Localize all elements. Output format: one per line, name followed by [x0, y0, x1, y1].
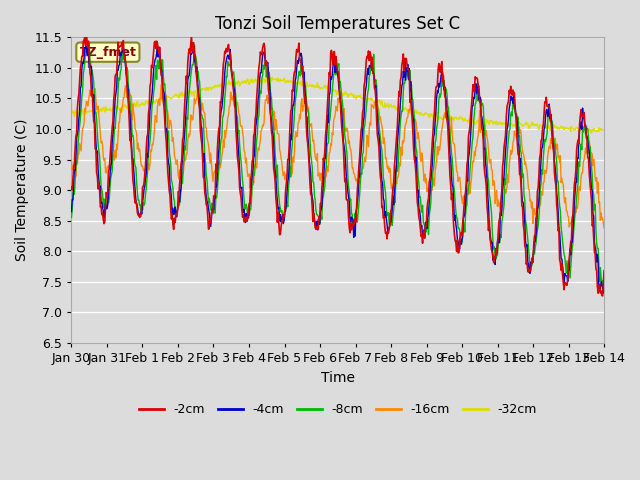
Title: Tonzi Soil Temperatures Set C: Tonzi Soil Temperatures Set C	[215, 15, 460, 33]
Y-axis label: Soil Temperature (C): Soil Temperature (C)	[15, 119, 29, 262]
Text: TZ_fmet: TZ_fmet	[79, 46, 136, 59]
Legend: -2cm, -4cm, -8cm, -16cm, -32cm: -2cm, -4cm, -8cm, -16cm, -32cm	[134, 398, 542, 421]
X-axis label: Time: Time	[321, 371, 355, 384]
